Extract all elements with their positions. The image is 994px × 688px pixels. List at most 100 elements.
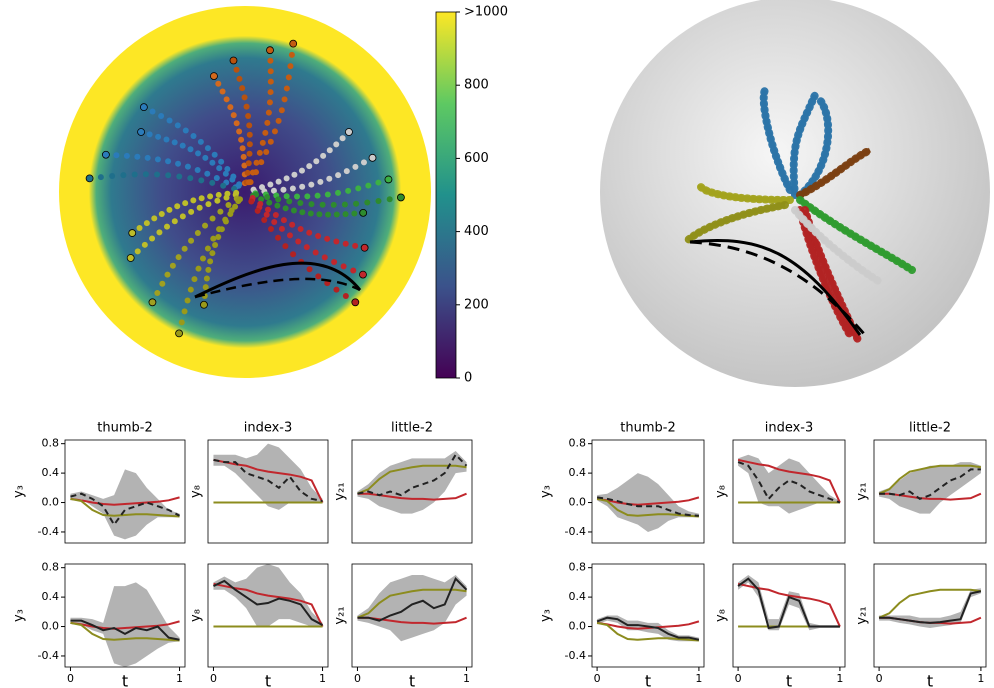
trajectory-dot bbox=[185, 164, 191, 170]
trajectory-dot bbox=[165, 172, 171, 178]
trajectory-dot bbox=[185, 297, 191, 303]
trajectory-dot bbox=[246, 160, 252, 166]
trajectory-dot bbox=[195, 266, 201, 272]
trajectory-dot bbox=[218, 159, 224, 165]
trajectory-dot bbox=[176, 254, 182, 260]
trajectory-dot bbox=[98, 174, 104, 180]
trajectory-dot bbox=[149, 235, 155, 241]
trajectory-dot bbox=[316, 211, 322, 217]
trajectory-dot bbox=[155, 134, 161, 140]
trajectory-dot bbox=[174, 203, 180, 209]
y-axis-label: y₈ bbox=[714, 485, 729, 498]
trajectory-dot bbox=[345, 188, 351, 194]
trajectory-dot bbox=[217, 209, 223, 215]
trajectory-dot bbox=[276, 118, 282, 124]
trajectory-dot bbox=[341, 263, 347, 269]
trajectory-dot bbox=[248, 179, 254, 185]
trajectory-dot bbox=[369, 154, 376, 161]
trajectory-dot bbox=[360, 209, 367, 216]
trajectory-dot bbox=[212, 242, 218, 248]
trajectory-dot bbox=[143, 171, 149, 177]
trajectory-dot bbox=[313, 249, 319, 255]
trajectory-dot bbox=[291, 208, 297, 214]
trajectory-dot bbox=[200, 301, 207, 308]
panel-title: little-2 bbox=[391, 421, 433, 436]
y-axis-label: y₃ bbox=[12, 609, 27, 622]
trajectory-dot bbox=[271, 219, 277, 225]
trajectory-dot bbox=[264, 194, 270, 200]
trajectory-dot bbox=[276, 179, 282, 185]
trajectory-dot bbox=[289, 222, 295, 228]
trajectory-dot bbox=[361, 159, 367, 165]
x-tick-label: 0 bbox=[876, 672, 883, 685]
trajectory-dot bbox=[154, 290, 160, 296]
panel-title: index-3 bbox=[765, 421, 814, 436]
colorbar-tick-label: 0 bbox=[464, 371, 472, 386]
trajectory-dot bbox=[212, 152, 218, 158]
trajectory-dot bbox=[284, 175, 290, 181]
trajectory-dot bbox=[268, 68, 274, 74]
colorbar bbox=[436, 12, 456, 378]
x-axis-label: t bbox=[409, 672, 415, 688]
y-tick-label: 0.4 bbox=[42, 590, 60, 603]
y-tick-label: 0.8 bbox=[569, 561, 587, 574]
y-tick-label: -0.4 bbox=[565, 649, 586, 662]
trajectory-dot bbox=[266, 110, 272, 116]
trajectory-dot bbox=[268, 89, 274, 95]
y-axis-label: y₈ bbox=[189, 485, 204, 498]
y-tick-label: 0.0 bbox=[42, 496, 60, 509]
trajectory-dot bbox=[345, 129, 352, 136]
trajectory-dot bbox=[204, 275, 210, 281]
trajectory-dot bbox=[313, 158, 319, 164]
uncertainty-band bbox=[213, 444, 322, 510]
trajectory-dot bbox=[387, 196, 393, 202]
trajectory-dot bbox=[262, 130, 268, 136]
trajectory-dot bbox=[353, 201, 359, 207]
trajectory-dot bbox=[397, 194, 404, 201]
trajectory-dot bbox=[280, 187, 286, 193]
x-tick-label: 1 bbox=[319, 672, 326, 685]
trajectory-dot bbox=[202, 223, 208, 229]
trajectory-dot bbox=[183, 128, 189, 134]
y-tick-label: 0.0 bbox=[569, 620, 587, 633]
trajectory-dot bbox=[282, 243, 288, 249]
trajectory-dot bbox=[144, 220, 150, 226]
trajectory-dot bbox=[195, 230, 201, 236]
trajectory-dot bbox=[247, 132, 253, 138]
trajectory-dot bbox=[315, 273, 321, 279]
trajectory-dot bbox=[344, 168, 350, 174]
trajectory-dot bbox=[150, 109, 156, 115]
x-tick-label: 1 bbox=[176, 672, 183, 685]
trajectory-dot bbox=[234, 67, 240, 73]
trajectory-dot bbox=[306, 230, 312, 236]
trajectory-dot bbox=[275, 196, 281, 202]
x-tick-label: 0 bbox=[735, 672, 742, 685]
trajectory-dot bbox=[333, 141, 339, 147]
trajectory-dot bbox=[352, 299, 359, 306]
trajectory-dot bbox=[247, 151, 253, 157]
trajectory-dot bbox=[326, 176, 332, 182]
panel-title: little-2 bbox=[909, 421, 951, 436]
uncertainty-band bbox=[879, 462, 981, 513]
trajectory-dot bbox=[215, 234, 221, 240]
x-tick-label: 1 bbox=[977, 672, 984, 685]
trajectory-dot bbox=[149, 299, 156, 306]
trajectory-dot bbox=[142, 242, 148, 248]
trajectory-dot bbox=[205, 201, 211, 207]
trajectory-dot bbox=[224, 96, 230, 102]
trajectory-dot bbox=[179, 319, 185, 325]
trajectory-dot bbox=[283, 205, 289, 211]
trajectory-dot bbox=[223, 195, 229, 201]
y-axis-label: y₂₁ bbox=[333, 606, 348, 624]
x-axis-label: t bbox=[265, 672, 271, 688]
trajectory-dot bbox=[205, 267, 211, 273]
trajectory-dot bbox=[352, 243, 358, 249]
trajectory-dot bbox=[264, 212, 270, 218]
y-tick-label: 0.4 bbox=[569, 466, 587, 479]
trajectory-dot bbox=[230, 57, 237, 64]
trajectory-dot bbox=[244, 104, 250, 110]
trajectory-dot bbox=[335, 172, 341, 178]
trajectory-dot bbox=[351, 211, 357, 217]
y-axis-label: y₃ bbox=[539, 609, 554, 622]
trajectory-dot bbox=[343, 293, 349, 299]
